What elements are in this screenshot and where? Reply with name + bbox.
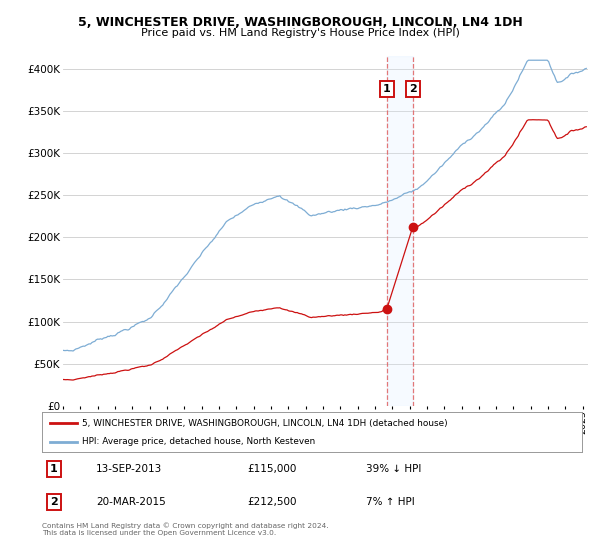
Text: 2: 2 [50, 497, 58, 507]
Text: Price paid vs. HM Land Registry's House Price Index (HPI): Price paid vs. HM Land Registry's House … [140, 28, 460, 38]
Bar [387, 56, 413, 406]
Text: 5, WINCHESTER DRIVE, WASHINGBOROUGH, LINCOLN, LN4 1DH: 5, WINCHESTER DRIVE, WASHINGBOROUGH, LIN… [77, 16, 523, 29]
Text: 1: 1 [383, 84, 391, 94]
Text: Contains HM Land Registry data © Crown copyright and database right 2024.
This d: Contains HM Land Registry data © Crown c… [42, 522, 329, 535]
Text: £212,500: £212,500 [247, 497, 296, 507]
Text: 1: 1 [50, 464, 58, 474]
Text: HPI: Average price, detached house, North Kesteven: HPI: Average price, detached house, Nort… [83, 437, 316, 446]
Text: 2: 2 [409, 84, 417, 94]
Text: 39% ↓ HPI: 39% ↓ HPI [366, 464, 421, 474]
Text: 20-MAR-2015: 20-MAR-2015 [96, 497, 166, 507]
Text: £115,000: £115,000 [247, 464, 296, 474]
Text: 7% ↑ HPI: 7% ↑ HPI [366, 497, 415, 507]
Text: 13-SEP-2013: 13-SEP-2013 [96, 464, 162, 474]
Text: 5, WINCHESTER DRIVE, WASHINGBOROUGH, LINCOLN, LN4 1DH (detached house): 5, WINCHESTER DRIVE, WASHINGBOROUGH, LIN… [83, 418, 448, 427]
